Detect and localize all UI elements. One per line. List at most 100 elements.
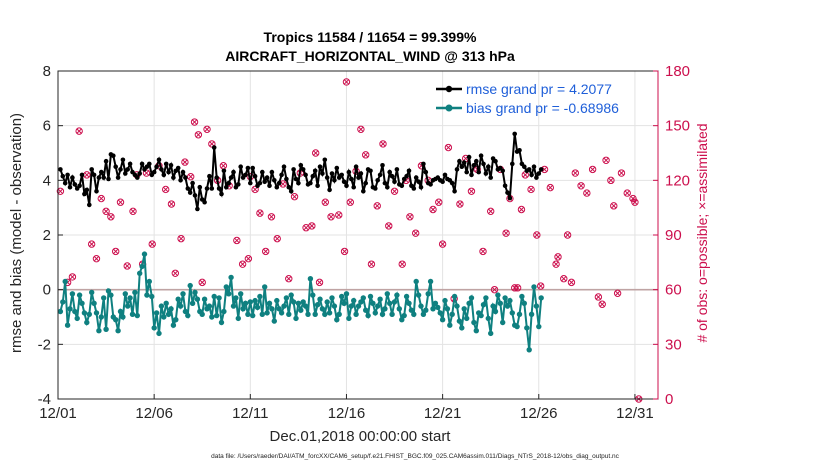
obs-assimilated-cross-111 (630, 195, 636, 202)
obs-possible-circle-93 (546, 183, 555, 192)
series-1-point-178 (485, 315, 491, 322)
obs-possible-circle-7 (97, 194, 105, 203)
series-1-point-136 (384, 291, 390, 297)
obs-marker-28 (203, 125, 211, 134)
y-tick-label-1: -2 (38, 336, 51, 353)
obs-marker-43 (285, 275, 293, 283)
series-0-point-199 (536, 171, 542, 176)
obs-assimilated-cross-100 (578, 183, 584, 189)
series-1-point-79 (247, 299, 253, 305)
series-0-point-184 (500, 168, 506, 174)
obs-marker-99 (571, 169, 580, 177)
legend: rmse grand pr = 4.2077 bias grand pr = -… (436, 81, 619, 116)
obs-assimilated-cross-63 (391, 188, 398, 195)
series-0-point-66 (216, 186, 222, 191)
obs-marker-73 (444, 143, 453, 152)
obs-possible-circle-60 (373, 202, 381, 210)
series-1-point-104 (307, 276, 314, 282)
series-1-point-170 (466, 300, 472, 306)
series-0-point-43 (161, 172, 167, 178)
y-right-tick-label-0: 0 (665, 391, 673, 408)
series-0-point-118 (341, 179, 347, 184)
series-1-point-11 (84, 319, 90, 326)
obs-possible-circle-25 (190, 118, 199, 126)
series-0-point-149 (416, 179, 421, 184)
series-1-point-102 (302, 303, 309, 309)
obs-possible-circle-71 (435, 198, 443, 206)
series-1-point-50 (177, 303, 184, 309)
series-0-point-112 (327, 187, 332, 193)
series-1-point-135 (382, 306, 388, 312)
obs-assimilated-cross-49 (316, 279, 323, 286)
obs-marker-91 (536, 282, 545, 290)
obs-possible-circle-81 (490, 285, 499, 294)
series-1-point-20 (105, 288, 112, 294)
series-1-point-131 (372, 310, 378, 316)
obs-possible-circle-77 (467, 187, 476, 195)
series-1-point-124 (355, 303, 362, 309)
obs-assimilated-cross-106 (608, 177, 614, 184)
series-1-point-140 (394, 292, 400, 298)
obs-possible-circle-9 (107, 213, 115, 221)
obs-possible-circle-50 (321, 198, 330, 206)
obs-assimilated-cross-25 (191, 119, 198, 125)
series-0-point-24 (115, 175, 121, 180)
series-0-point-139 (392, 179, 397, 184)
series-0-point-91 (276, 180, 282, 186)
series-0-point-5 (70, 175, 75, 180)
obs-possible-circle-70 (429, 205, 437, 214)
series-0-point-41 (156, 157, 162, 163)
series-1-point-74 (235, 315, 241, 322)
series-0-point-74 (236, 182, 241, 187)
obs-marker-41 (273, 234, 281, 243)
series-1-point-12 (86, 311, 93, 317)
obs-possible-circle-52 (335, 211, 343, 219)
series-1-point-65 (214, 312, 220, 319)
obs-possible-circle-99 (571, 169, 580, 177)
obs-assimilated-cross-26 (195, 132, 202, 138)
series-0-point-176 (481, 161, 486, 167)
obs-assimilated-cross-75 (457, 201, 463, 207)
series-1-point-56 (192, 289, 198, 296)
series-1-point-19 (103, 326, 109, 332)
obs-possible-circle-108 (613, 289, 622, 298)
series-0-point-90 (274, 184, 280, 190)
obs-marker-44 (290, 193, 299, 201)
obs-marker-21 (171, 269, 180, 277)
series-1-point-117 (339, 293, 345, 300)
series-0-point-124 (356, 175, 361, 180)
x-tick-label-3: 12/16 (328, 405, 366, 422)
series-0-point-160 (442, 172, 448, 178)
series-0-point-166 (457, 158, 462, 164)
y-tick-label-0: -4 (38, 391, 51, 408)
series-1-point-187 (507, 297, 513, 304)
series-0-point-177 (483, 171, 489, 176)
series-lines (57, 131, 544, 353)
series-0-point-113 (329, 171, 335, 176)
obs-possible-circle-111 (629, 194, 637, 203)
series-1-point-3 (64, 322, 71, 328)
series-0-point-27 (123, 171, 128, 176)
obs-marker-87 (517, 205, 526, 214)
obs-possible-circle-34 (238, 260, 247, 268)
series-1-point-90 (274, 297, 280, 304)
series-1-point-144 (403, 293, 410, 300)
series-0-point-135 (382, 180, 388, 186)
obs-assimilated-cross-28 (204, 126, 210, 133)
obs-assimilated-cross-66 (407, 214, 413, 220)
obs-assimilated-cross-4 (84, 172, 90, 178)
obs-assimilated-cross-40 (268, 214, 275, 220)
series-1-point-151 (420, 311, 427, 317)
series-0-point-121 (349, 176, 354, 182)
series-1-point-81 (252, 297, 258, 304)
series-1-point-49 (175, 296, 181, 302)
series-0-point-89 (272, 178, 277, 183)
obs-possible-circle-102 (588, 165, 597, 174)
obs-assimilated-cross-12 (124, 263, 130, 269)
obs-marker-0 (56, 187, 65, 195)
obs-marker-47 (308, 222, 316, 230)
obs-assimilated-cross-21 (172, 270, 179, 277)
obs-possible-circle-61 (379, 140, 387, 148)
obs-assimilated-cross-54 (343, 79, 350, 85)
series-0-point-144 (404, 173, 409, 179)
